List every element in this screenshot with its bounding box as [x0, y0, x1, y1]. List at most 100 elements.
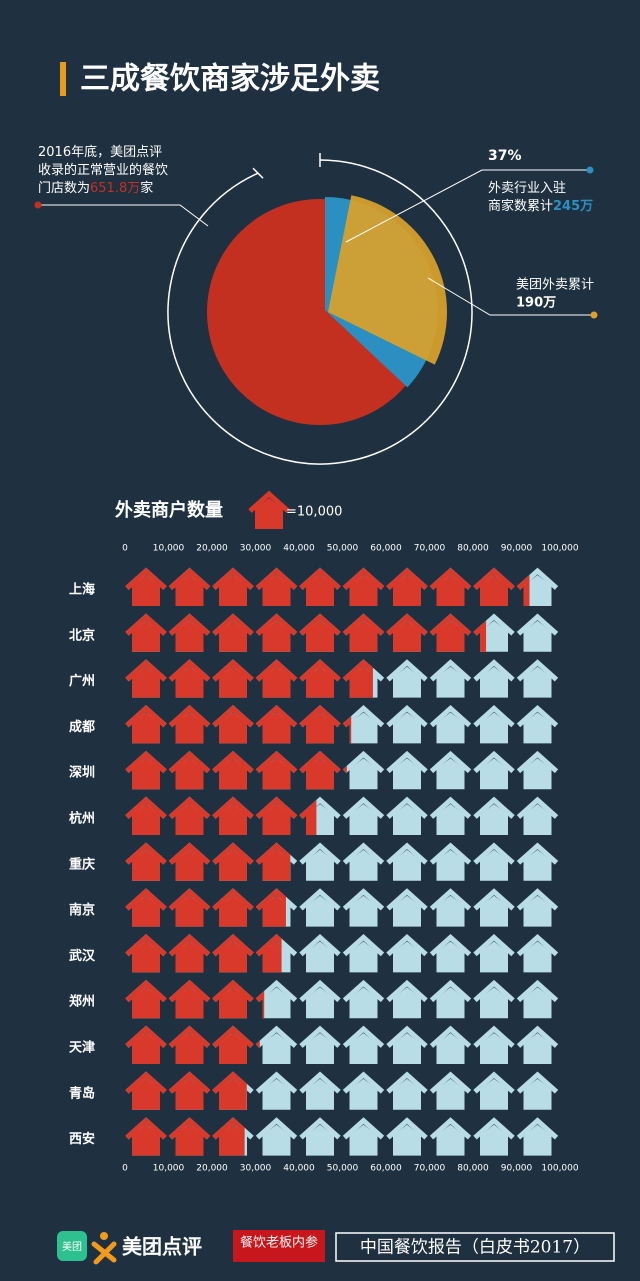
house-roof: [516, 979, 559, 1003]
house: [175, 849, 204, 881]
house-roof: [255, 888, 286, 911]
house: [306, 1033, 334, 1064]
partner-box: [233, 1230, 325, 1262]
house-roof: [299, 613, 341, 636]
house-roof: [255, 567, 298, 590]
house-roof: [212, 1025, 254, 1048]
x-tick-label: 60,000: [370, 544, 402, 554]
house: [349, 1078, 378, 1110]
house: [262, 987, 291, 1019]
house-roof: [386, 613, 428, 636]
leader-line: [345, 169, 590, 243]
house-roof: [429, 888, 472, 911]
x-tick-label: 20,000: [196, 544, 228, 554]
house: [523, 1078, 552, 1110]
house: [480, 1078, 508, 1110]
house-roof: [473, 934, 515, 957]
house-roof: [255, 750, 298, 774]
house-roof: [255, 1117, 298, 1140]
house-roof: [429, 1071, 472, 1094]
house-roof: [386, 934, 428, 957]
house-roof: [125, 1071, 167, 1094]
pictograph-chart: 外卖商户数量 =10,000 0 0 10,000 10,000 20,000 20,000 3…: [69, 490, 579, 1174]
house: [262, 941, 282, 973]
house-roof: [212, 888, 254, 911]
house-roof: [516, 613, 559, 636]
house-roof: [386, 796, 428, 819]
value-label: 245万: [553, 199, 593, 214]
house: [349, 722, 352, 744]
house-roof: [125, 705, 167, 728]
house: [262, 1033, 291, 1064]
house-roof: [516, 1071, 559, 1094]
house-roof: [168, 750, 211, 774]
house: [480, 666, 508, 698]
logo-icon: [100, 1232, 108, 1240]
house: [219, 849, 247, 881]
house: [436, 666, 465, 698]
logo-icon: [91, 1241, 117, 1265]
house-roof: [212, 1071, 247, 1094]
bar: [125, 1117, 245, 1156]
house-roof: [255, 659, 298, 682]
x-tick-label: 10,000: [153, 544, 185, 554]
house: [262, 712, 291, 744]
series-label-line: 外卖行业入驻: [488, 181, 566, 196]
house: [480, 895, 508, 927]
house-roof: [299, 567, 341, 590]
house: [219, 1124, 245, 1156]
house: [436, 620, 465, 652]
house: [132, 987, 160, 1019]
house: [480, 758, 508, 790]
house-roof: [212, 613, 254, 636]
house-roof: [429, 750, 472, 774]
ring: [167, 159, 473, 465]
house: [480, 849, 508, 881]
house-roof: [125, 750, 167, 774]
house: [523, 666, 552, 698]
house-roof: [473, 620, 487, 636]
house-roof: [342, 567, 385, 590]
house: [262, 849, 291, 881]
report-box: [335, 1232, 615, 1262]
x-tick-label: 80,000: [457, 544, 489, 554]
house-roof: [516, 796, 559, 819]
category-label: 成都: [69, 719, 95, 735]
house-roof: [386, 842, 428, 865]
house: [132, 758, 160, 790]
house: [436, 987, 465, 1019]
house-roof: [255, 934, 282, 957]
house-roof: [212, 659, 254, 682]
category-label: 青岛: [69, 1085, 95, 1101]
house-roof: [125, 979, 167, 1003]
house: [480, 712, 508, 744]
category-label: 天津: [69, 1040, 95, 1056]
house: [175, 620, 204, 652]
house-roof: [342, 716, 352, 728]
leader-dot: [34, 201, 42, 209]
house-roof: [299, 842, 341, 865]
house-roof: [342, 750, 385, 774]
ring-tick: [252, 167, 264, 179]
house-roof: [429, 613, 472, 636]
house: [523, 987, 552, 1019]
x-tick-label: 30,000: [240, 1164, 272, 1174]
house: [262, 1124, 291, 1156]
house: [393, 895, 421, 927]
house: [436, 575, 465, 606]
house-roof: [386, 979, 428, 1003]
share-label: 37%: [488, 148, 522, 164]
house: [175, 804, 204, 835]
house-roof: [168, 888, 211, 911]
house: [349, 758, 378, 790]
bar: [125, 796, 317, 835]
house: [436, 941, 465, 973]
house: [132, 1078, 160, 1110]
house-roof: [212, 979, 254, 1003]
house: [262, 804, 291, 835]
house: [219, 804, 247, 835]
leader-line: [427, 277, 594, 316]
house: [349, 1033, 378, 1064]
house-roof: [299, 888, 341, 911]
house: [262, 895, 286, 927]
